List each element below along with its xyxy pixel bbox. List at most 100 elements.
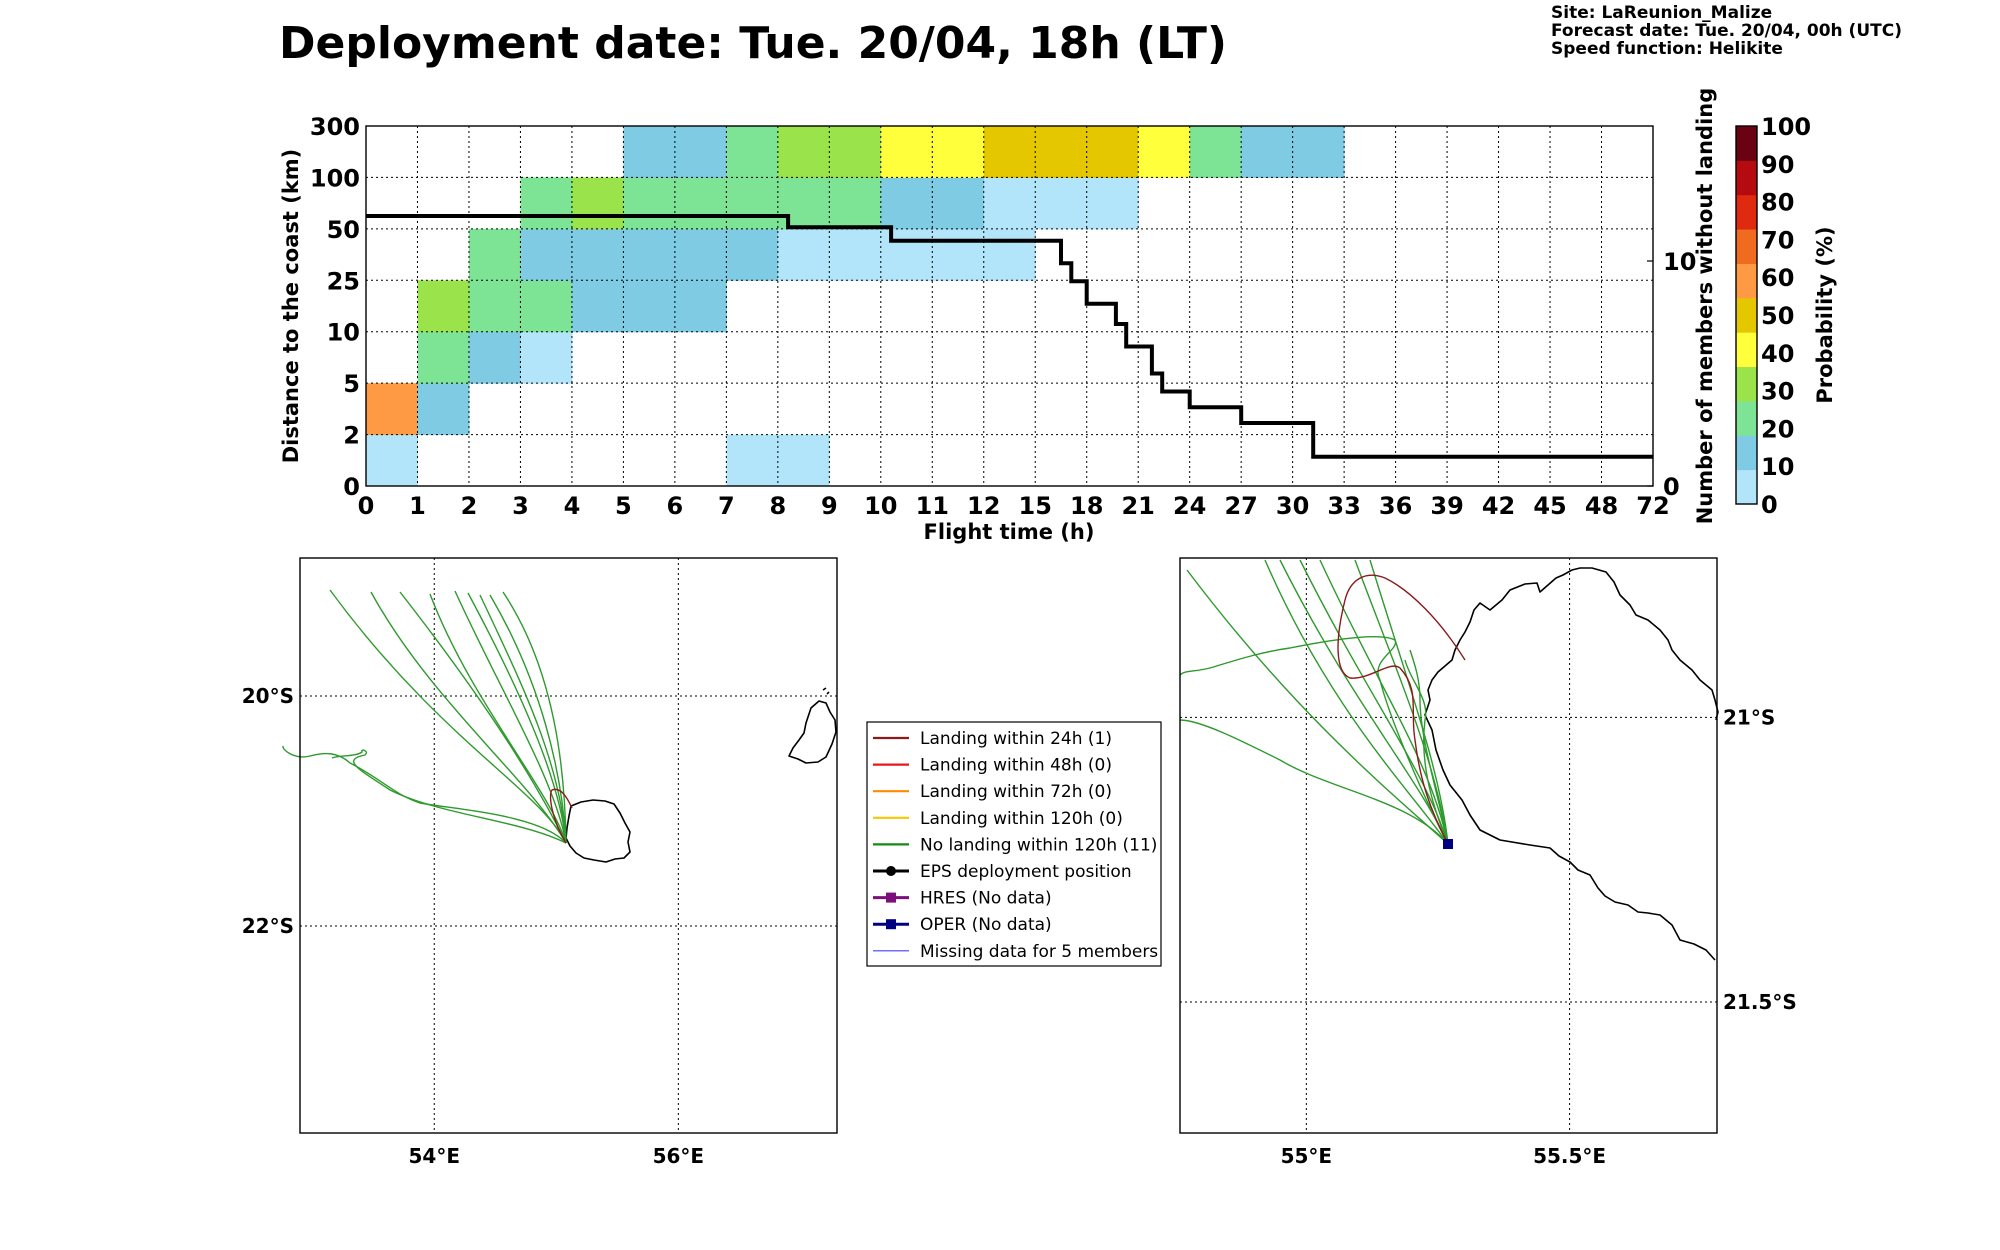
heatmap-cell <box>417 280 470 333</box>
heatmap-cell <box>829 177 882 230</box>
trajectory-green <box>282 745 567 844</box>
x-tick-label: 36 <box>1379 492 1412 520</box>
legend-item: EPS deployment position <box>873 862 1132 882</box>
heatmap-cell <box>571 177 624 230</box>
x-tick-label: 6 <box>667 492 684 520</box>
legend-label: HRES (No data) <box>920 889 1052 909</box>
heatmap-cell <box>571 280 624 333</box>
legend-label: Landing within 120h (0) <box>920 809 1123 829</box>
probability-colorbar: 0 10 20 30 40 50 60 70 80 90 100 Probability (%) <box>1735 113 1837 519</box>
heatmap-cell <box>983 177 1036 230</box>
heatmap-cell <box>880 228 933 281</box>
x-tick-label: 4 <box>564 492 581 520</box>
longitude-label: 55°E <box>1281 1144 1333 1168</box>
trajectory-green <box>329 589 567 844</box>
x-tick-label: 9 <box>821 492 838 520</box>
legend-item: OPER (No data) <box>873 915 1052 935</box>
heatmap-cell <box>623 177 676 230</box>
colorbar-tick-label: 50 <box>1761 302 1794 330</box>
colorbar-segment <box>1736 366 1757 402</box>
heatmap-cell <box>366 383 418 436</box>
trajectory-green <box>331 749 567 844</box>
trajectory-green <box>1264 559 1449 845</box>
y-axis-label: Distance to the coast (km) <box>279 149 303 464</box>
trajectory-landing-24h <box>1337 574 1466 845</box>
trajectory-green <box>370 591 567 844</box>
probability-heatmap: 0 1 2 3 4 5 6 7 8 9 10 11 12 15 18 21 24 27 30 33 36 39 42 45 48… <box>279 88 1717 544</box>
x-tick-label: 7 <box>718 492 735 520</box>
regional-map-tick-labels: 54°E 56°E 20°S 22°S <box>242 684 704 1168</box>
heatmap-cell <box>520 331 573 384</box>
x-tick-label: 21 <box>1121 492 1154 520</box>
right-tick-label: 0 <box>1663 473 1680 501</box>
x-tick-label: 11 <box>916 492 949 520</box>
heatmap-cell <box>880 177 933 230</box>
colorbar-segment <box>1736 469 1757 505</box>
y-tick-label: 100 <box>310 164 360 192</box>
x-tick-label: 5 <box>615 492 632 520</box>
legend-label: Landing within 48h (0) <box>920 756 1112 776</box>
heatmap-cell <box>468 280 521 333</box>
x-tick-label: 15 <box>1019 492 1052 520</box>
x-tick-label: 30 <box>1276 492 1309 520</box>
legend-box <box>866 721 1162 967</box>
heatmap-cell <box>623 228 676 281</box>
longitude-label: 55.5°E <box>1533 1144 1606 1168</box>
x-tick-label: 2 <box>461 492 478 520</box>
longitude-label: 56°E <box>653 1144 705 1168</box>
legend-item: Landing within 48h (0) <box>873 756 1112 776</box>
x-tick-label: 27 <box>1224 492 1257 520</box>
trajectory-green <box>1404 659 1449 845</box>
colorbar-tick-label: 70 <box>1761 226 1794 254</box>
legend-item: Landing within 24h (1) <box>873 729 1112 749</box>
trajectory-green <box>429 593 567 844</box>
colorbar-segment <box>1736 160 1757 196</box>
heatmap-cell <box>932 177 985 230</box>
heatmap-cell <box>571 228 624 281</box>
deployment-marker <box>1443 839 1453 849</box>
heatmap-cell <box>726 434 779 487</box>
mauritius-coastline <box>788 700 837 764</box>
colorbar-cells <box>1736 126 1757 505</box>
heatmap-cells <box>366 126 1345 487</box>
legend-item: No landing within 120h (11) <box>873 835 1157 855</box>
latitude-label: 21°S <box>1723 705 1775 729</box>
heatmap-cell <box>1138 126 1191 178</box>
colorbar-segment <box>1736 400 1757 436</box>
x-tick-label: 0 <box>358 492 375 520</box>
zoom-map-grid <box>1180 558 1717 1133</box>
heatmap-cell <box>983 126 1036 178</box>
reunion-coastline-zoom <box>1424 567 1719 961</box>
heatmap-grid <box>366 126 1653 486</box>
colorbar-tick-label: 90 <box>1761 151 1794 179</box>
heatmap-cell <box>468 228 521 281</box>
legend-marker <box>886 892 896 903</box>
legend-label: Landing within 72h (0) <box>920 782 1112 802</box>
x-tick-label: 10 <box>864 492 897 520</box>
trajectory-green <box>1186 569 1449 845</box>
legend-item: Landing within 120h (0) <box>873 809 1123 829</box>
colorbar-segment <box>1736 332 1757 368</box>
trajectory-green <box>1354 559 1449 845</box>
trajectory-green <box>467 592 567 844</box>
x-tick-label: 48 <box>1585 492 1618 520</box>
x-tick-label: 33 <box>1327 492 1360 520</box>
trajectory-landing-24h <box>549 788 573 844</box>
x-tick-label: 39 <box>1430 492 1463 520</box>
heatmap-cell <box>1292 126 1345 178</box>
heatmap-cell <box>366 434 418 487</box>
legend-label: EPS deployment position <box>920 862 1132 882</box>
legend-marker <box>886 866 896 876</box>
colorbar-segment <box>1736 263 1757 299</box>
site-label: Site: LaReunion_Malize <box>1551 3 1772 23</box>
x-tick-labels: 0 1 2 3 4 5 6 7 8 9 10 11 12 15 18 21 24 27 30 33 36 39 42 45 48… <box>358 492 1670 520</box>
colorbar-segment <box>1736 229 1757 264</box>
heatmap-cell <box>674 126 727 178</box>
x-tick-label: 1 <box>409 492 426 520</box>
x-tick-label: 8 <box>769 492 786 520</box>
colorbar-tick-label: 100 <box>1761 113 1811 141</box>
x-tick-label: 42 <box>1482 492 1515 520</box>
legend-item: Landing within 72h (0) <box>873 782 1112 802</box>
y-tick-label: 5 <box>343 370 360 398</box>
